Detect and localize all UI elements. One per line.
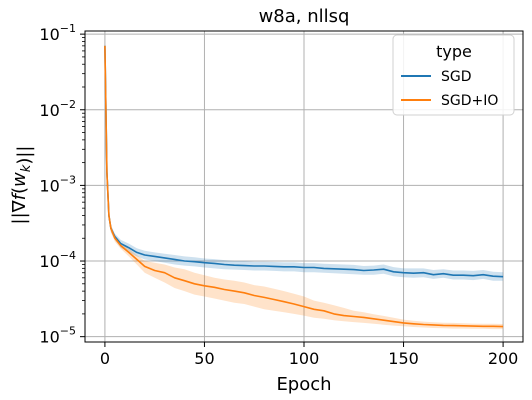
- y-axis-label: ||∇f(wk)||: [9, 146, 35, 225]
- y-tick-label: 10−5: [39, 325, 76, 347]
- legend-box: [392, 34, 515, 116]
- band-sgd: [104, 43, 504, 281]
- y-tick-label: 10−2: [39, 98, 76, 120]
- legend-label-sgd-io: SGD+IO: [441, 93, 498, 109]
- x-tick-label: 0: [100, 349, 110, 368]
- x-ticks: 0 50 100 150 200: [100, 342, 519, 368]
- legend-label-sgd: SGD: [441, 69, 472, 85]
- legend-title: type: [436, 42, 472, 61]
- x-tick-label: 200: [488, 349, 519, 368]
- y-ticks: 10−5 10−4 10−3 10−2 10−1: [39, 22, 85, 347]
- x-tick-label: 50: [194, 349, 214, 368]
- line-sgd-io: [104, 45, 504, 328]
- y-tick-label: 10−4: [39, 249, 76, 271]
- chart-title: w8a, nllsq: [259, 6, 350, 27]
- legend: type SGD SGD+IO: [392, 34, 515, 116]
- lines-layer: [104, 45, 504, 328]
- x-tick-label: 100: [289, 349, 320, 368]
- x-tick-label: 150: [388, 349, 419, 368]
- line-sgd: [104, 45, 504, 278]
- bands-layer: [104, 43, 504, 330]
- y-tick-label: 10−1: [39, 22, 76, 44]
- y-tick-label: 10−3: [39, 173, 76, 195]
- x-axis-label: Epoch: [276, 374, 331, 395]
